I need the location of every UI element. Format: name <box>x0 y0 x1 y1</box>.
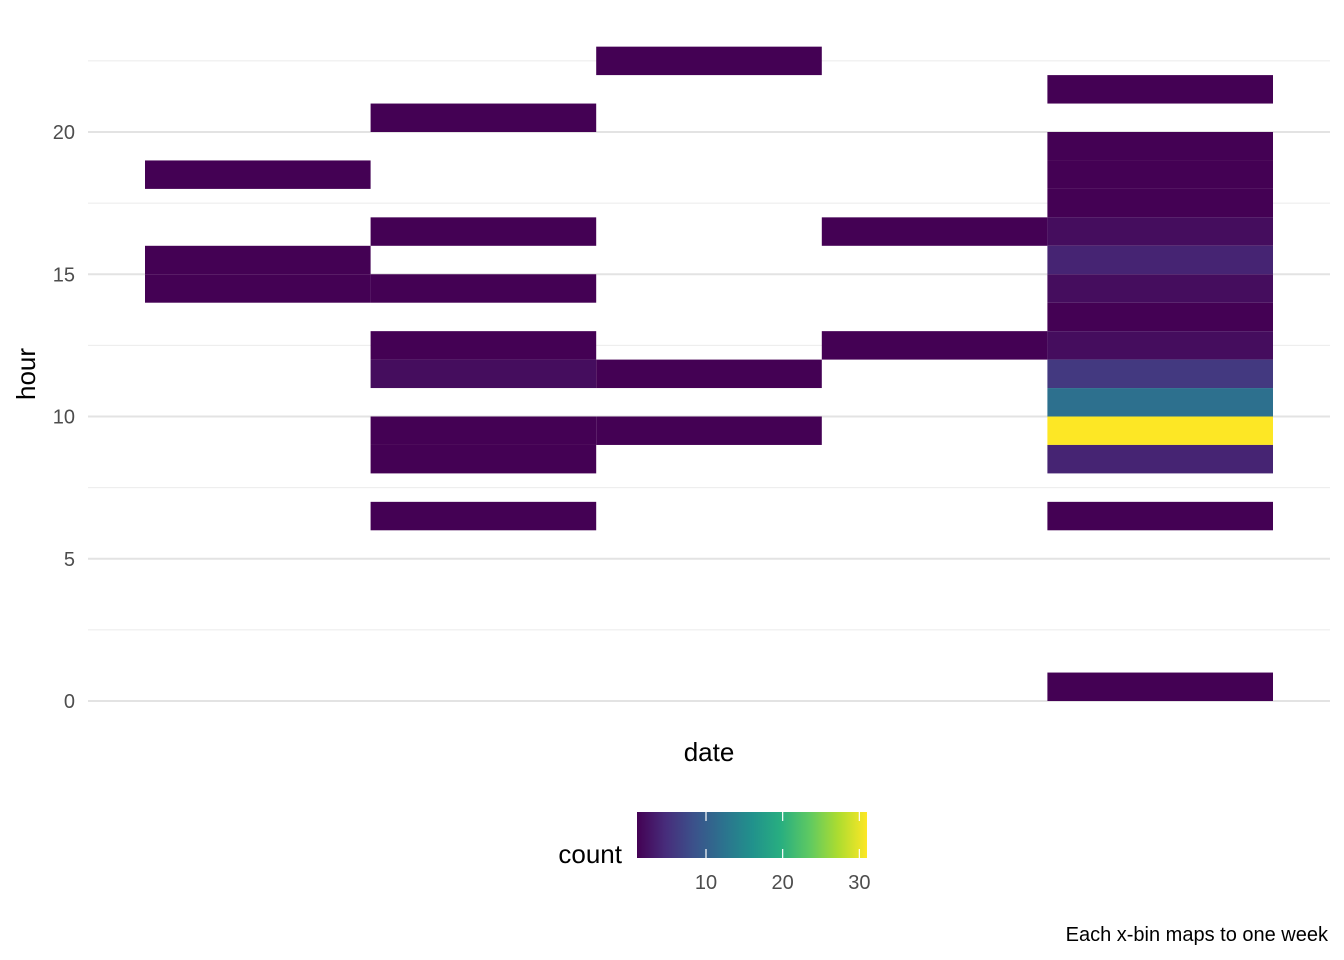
heatmap-cell <box>1047 331 1273 360</box>
y-tick-label: 15 <box>53 264 75 286</box>
heatmap-cell <box>145 160 371 189</box>
heatmap-cell <box>1047 359 1273 389</box>
heatmap-cell <box>821 331 1048 360</box>
y-axis-ticks: 0 5 10 15 20 <box>53 122 75 713</box>
heatmap-cell <box>1047 302 1273 332</box>
heatmap-cell <box>1047 388 1273 417</box>
heatmap-cell <box>1047 274 1273 303</box>
heatmap-cell <box>1047 416 1273 445</box>
heatmap-cell <box>370 274 597 303</box>
legend-title: count <box>558 839 622 869</box>
legend-tick-label: 10 <box>695 872 717 894</box>
heatmap-cell <box>1047 132 1273 161</box>
x-axis-title: date <box>684 737 735 767</box>
y-tick-label: 5 <box>64 549 75 571</box>
heatmap-cell <box>1047 188 1273 218</box>
heatmap-cell <box>596 416 822 445</box>
heatmap-cell <box>1047 160 1273 189</box>
heatmap-cell <box>1047 75 1273 104</box>
heatmap-cell <box>370 501 597 531</box>
heatmap-cell <box>1047 501 1273 531</box>
legend-tick-label: 30 <box>848 872 870 894</box>
heatmap-cell <box>1047 217 1273 246</box>
heatmap-cell <box>596 46 822 76</box>
heatmap-cell <box>145 245 371 275</box>
color-legend: count 10 20 30 <box>558 812 870 894</box>
heatmap-cell <box>1047 245 1273 275</box>
heatmap-cell <box>821 217 1048 246</box>
legend-tick-label: 20 <box>772 872 794 894</box>
heatmap-cell <box>370 217 597 246</box>
heatmap-cells <box>145 46 1273 701</box>
legend-colorbar <box>637 812 867 858</box>
y-tick-label: 0 <box>64 691 75 713</box>
heatmap-cell <box>370 359 597 389</box>
heatmap-cell <box>1047 672 1273 701</box>
legend-ticks: 10 20 30 <box>695 812 870 894</box>
heatmap-cell <box>370 331 597 360</box>
heatmap-cell <box>145 274 371 303</box>
y-axis-title: hour <box>11 348 41 400</box>
heatmap-cell <box>1047 444 1273 474</box>
heatmap-cell <box>596 359 822 389</box>
y-tick-label: 10 <box>53 407 75 429</box>
heatmap-cell <box>370 103 597 132</box>
heatmap-cell <box>370 416 597 445</box>
chart-caption: Each x-bin maps to one week <box>1066 924 1329 946</box>
y-tick-label: 20 <box>53 122 75 144</box>
heatmap-cell <box>370 444 597 474</box>
